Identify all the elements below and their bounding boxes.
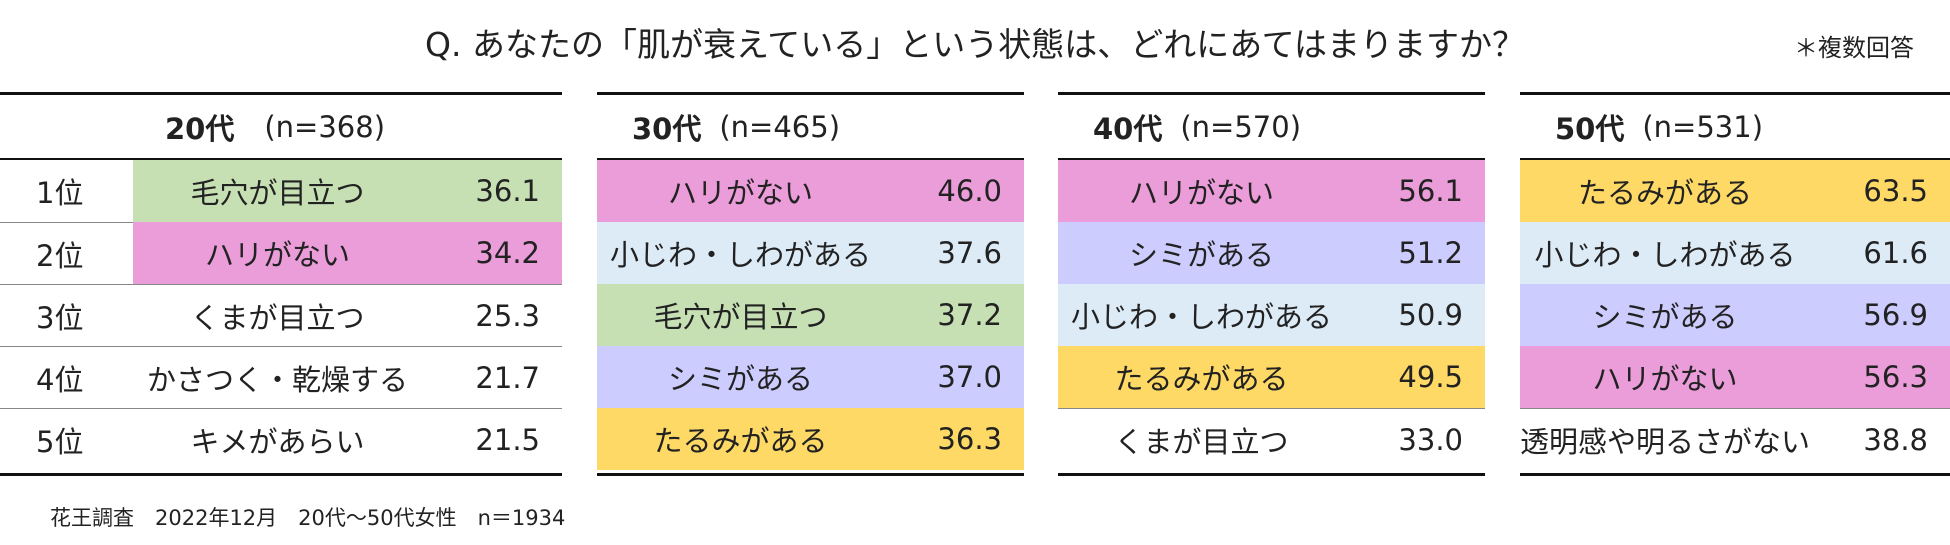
table-header: 20代 (n=368) [0,95,562,160]
item: 毛穴が目立つ [653,300,828,334]
item: シミがある [667,362,813,396]
table-header: 30代 (n=465) [597,95,1024,160]
item: ハリがない [667,176,813,210]
group-label: 20代 [165,111,235,146]
value: 49.5 [1398,360,1463,394]
value: 50.9 [1398,298,1463,332]
table: 50代 (n=531) たるみがある 63.5 小じわ・しわがある 61.6 シミがある 56… [1520,92,1950,476]
row: くまが目立つ 25.3 [133,284,562,346]
item: たるみがある [1577,176,1752,210]
row: たるみがある 36.3 [597,408,1024,470]
sample-size: (n=531) [1642,109,1764,144]
sample-size: (n=465) [719,109,841,144]
value: 38.8 [1863,422,1928,457]
row: たるみがある 63.5 [1520,160,1950,222]
item: 小じわ・しわがある [1070,300,1332,334]
title: Q. あなたの「肌が衰えている」という状態は、どれにあてはまりますか？ [425,25,1525,64]
value: 21.7 [475,360,540,395]
rank-cell: 1位 [0,160,133,222]
row: ハリがない 56.3 [1520,346,1950,408]
group-label: 50代 [1555,111,1625,146]
rank: 1位 [36,176,84,210]
row: かさつく・乾燥する 21.7 [133,346,562,408]
note: ＊複数回答 [1794,34,1914,62]
item: キメがあらい [190,424,365,459]
row: くまが目立つ 33.0 [1058,408,1485,470]
item: 透明感や明るさがない [1520,424,1811,459]
value: 46.0 [937,174,1002,208]
table-header: 50代 (n=531) [1520,95,1950,160]
row: たるみがある 49.5 [1058,346,1485,408]
value: 56.9 [1863,298,1928,332]
row: 透明感や明るさがない 38.8 [1520,408,1950,470]
item: 毛穴が目立つ [190,176,365,210]
value: 61.6 [1863,236,1928,270]
row: 毛穴が目立つ 37.2 [597,284,1024,346]
value: 37.0 [937,360,1002,394]
item: かさつく・乾燥する [146,362,408,397]
row: シミがある 51.2 [1058,222,1485,284]
rank-cell: 2位 [0,222,133,284]
row: シミがある 37.0 [597,346,1024,408]
table: 40代 (n=570) ハリがない 56.1 シミがある 51.2 小じわ・しわがある 50.… [1058,92,1485,476]
row: シミがある 56.9 [1520,284,1950,346]
group-label: 30代 [632,111,702,146]
sample-size: (n=368) [264,109,386,144]
item: 小じわ・しわがある [1534,238,1796,272]
value: 51.2 [1398,236,1463,270]
table: 20代 (n=368) 1位 毛穴が目立つ 36.1 2位 ハリがない 34.2 3位 くまが目立… [0,92,562,476]
row: ハリがない 34.2 [133,222,562,284]
value: 36.1 [475,174,540,208]
row: キメがあらい 21.5 [133,408,562,470]
item: ハリがない [1128,176,1274,210]
rank-cell: 5位 [0,408,133,470]
value: 34.2 [475,236,540,270]
rank: 5位 [36,424,84,459]
row: 毛穴が目立つ 36.1 [133,160,562,222]
value: 21.5 [475,422,540,457]
row: ハリがない 56.1 [1058,160,1485,222]
value: 56.3 [1863,360,1928,394]
sample-size: (n=570) [1180,109,1302,144]
rank: 3位 [36,300,84,335]
row: 小じわ・しわがある 61.6 [1520,222,1950,284]
item: くまが目立つ [1114,424,1289,459]
value: 37.6 [937,236,1002,270]
rank-cell: 4位 [0,346,133,408]
value: 33.0 [1398,422,1463,457]
footer: 花王調査 2022年12月 20代～50代女性 n＝1934 [50,506,566,530]
value: 25.3 [475,298,540,333]
rank-cell: 3位 [0,284,133,346]
rank: 4位 [36,362,84,397]
item: たるみがある [1114,362,1289,396]
item: シミがある [1128,238,1274,272]
item: シミがある [1592,300,1738,334]
value: 56.1 [1398,174,1463,208]
value: 36.3 [937,422,1002,456]
row: 小じわ・しわがある 37.6 [597,222,1024,284]
group-label: 40代 [1093,111,1163,146]
item: 小じわ・しわがある [609,238,871,272]
table: 30代 (n=465) ハリがない 46.0 小じわ・しわがある 37.6 毛穴が目立つ 37… [597,92,1024,476]
value: 63.5 [1863,174,1928,208]
value: 37.2 [937,298,1002,332]
rank: 2位 [36,238,84,273]
table-header: 40代 (n=570) [1058,95,1485,160]
row: 小じわ・しわがある 50.9 [1058,284,1485,346]
item: ハリがない [1592,362,1738,396]
row: ハリがない 46.0 [597,160,1024,222]
item: たるみがある [653,424,828,458]
item: ハリがない [204,238,350,272]
item: くまが目立つ [190,300,365,335]
